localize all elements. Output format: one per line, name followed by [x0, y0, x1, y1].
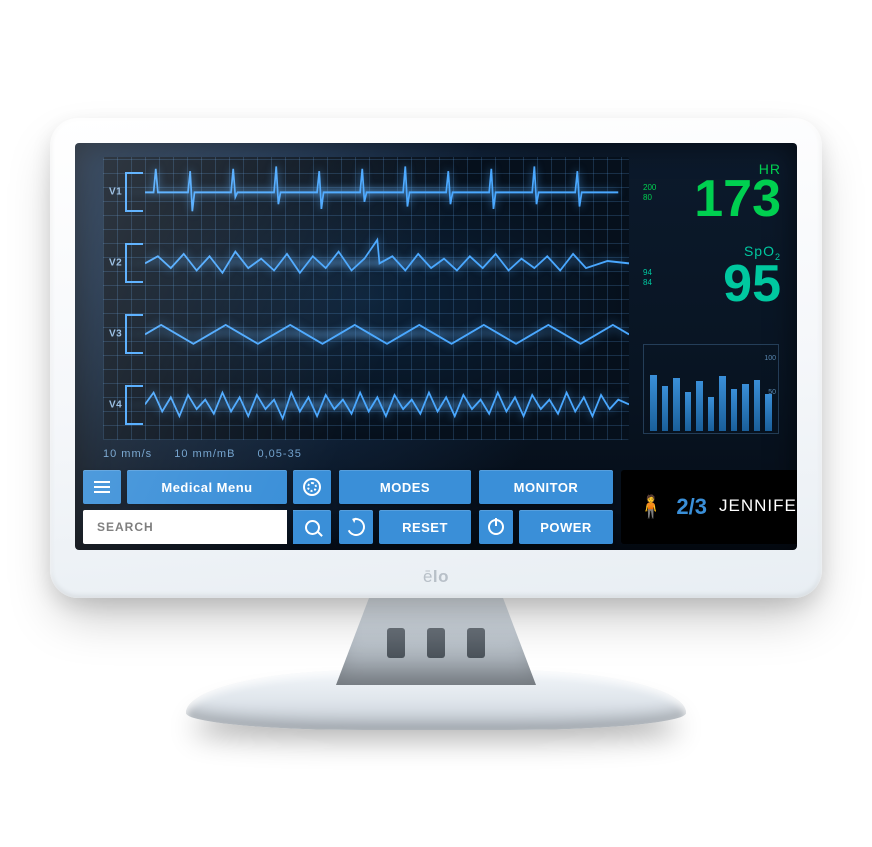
- trend-bar: [673, 378, 680, 431]
- patient-fraction: 2/3: [676, 494, 707, 520]
- trend-bar: [696, 381, 703, 431]
- screen: V1V2V3V4 10 mm/s 10 mm/mB 0,05-35 HR 200…: [75, 143, 797, 550]
- power-icon-button[interactable]: [479, 510, 513, 544]
- spo2-value: 95: [641, 258, 781, 310]
- filter-range: 0,05-35: [258, 448, 302, 460]
- trend-bar: [742, 384, 749, 431]
- reset-label: RESET: [402, 520, 448, 535]
- medical-menu-label: Medical Menu: [161, 480, 252, 495]
- vitals-panel: HR 20080 173 SpO2 9484 95: [637, 157, 785, 440]
- trend-bar: [754, 380, 761, 431]
- power-label: POWER: [540, 520, 592, 535]
- refresh-button[interactable]: [339, 510, 373, 544]
- hamburger-icon: [94, 486, 110, 488]
- vital-spo2: SpO2 9484 95: [637, 239, 785, 324]
- modes-label: MODES: [380, 480, 430, 495]
- gear-icon: [303, 478, 321, 496]
- trend-bar: [650, 375, 657, 431]
- brand-logo: ēlo: [50, 567, 822, 587]
- menu-button[interactable]: [83, 470, 121, 504]
- control-bar: Medical Menu MODES RESET: [75, 464, 797, 550]
- trace-v4: V4: [103, 369, 629, 440]
- medical-monitor-device: ēlo V1V2V3V4 10 mm/s 10 mm/mB 0,05-35 HR…: [0, 0, 872, 847]
- trace-v3: V3: [103, 299, 629, 370]
- monitor-label: MONITOR: [514, 480, 579, 495]
- stand-neck: [336, 590, 536, 685]
- monitor-button[interactable]: MONITOR: [479, 470, 613, 504]
- patient-name: JENNIFER SMITH: [719, 496, 797, 516]
- trend-bar: [719, 376, 726, 431]
- patient-icon: 🧍: [637, 496, 664, 518]
- patient-time: 12:44:07: [719, 516, 797, 530]
- bar-tick-100: 100: [764, 355, 776, 362]
- modes-button[interactable]: MODES: [339, 470, 471, 504]
- search-button[interactable]: [293, 510, 331, 544]
- bar-tick-50: 50: [768, 389, 776, 396]
- refresh-icon: [344, 515, 367, 538]
- monitor-bezel: ēlo V1V2V3V4 10 mm/s 10 mm/mB 0,05-35 HR…: [50, 118, 822, 598]
- search-input[interactable]: [83, 510, 287, 544]
- trend-bar-chart: 100 50: [643, 344, 779, 434]
- reset-button[interactable]: RESET: [379, 510, 471, 544]
- patient-info-panel: 🧍 2/3 14D JENNIFER SMITH 12:44:07: [621, 470, 797, 544]
- trace-v2: V2: [103, 228, 629, 299]
- trend-bar: [765, 394, 772, 431]
- gain: 10 mm/mB: [174, 448, 235, 460]
- trace-v1: V1: [103, 157, 629, 228]
- waveform-scale-readout: 10 mm/s 10 mm/mB 0,05-35: [103, 448, 629, 460]
- trend-bar: [685, 392, 692, 431]
- patient-room: 14D: [719, 484, 797, 496]
- sweep-speed: 10 mm/s: [103, 448, 152, 460]
- trend-bar: [708, 397, 715, 431]
- settings-button[interactable]: [293, 470, 331, 504]
- search-icon: [305, 520, 320, 535]
- hr-limits: 20080: [643, 183, 656, 203]
- hr-value: 173: [641, 173, 781, 225]
- trend-bar: [731, 389, 738, 431]
- trend-bar: [662, 386, 669, 431]
- waveform-panel: V1V2V3V4: [103, 157, 629, 440]
- medical-menu-button[interactable]: Medical Menu: [127, 470, 287, 504]
- spo2-limits: 9484: [643, 268, 652, 288]
- power-icon: [488, 519, 504, 535]
- power-button[interactable]: POWER: [519, 510, 613, 544]
- vital-hr: HR 20080 173: [637, 157, 785, 239]
